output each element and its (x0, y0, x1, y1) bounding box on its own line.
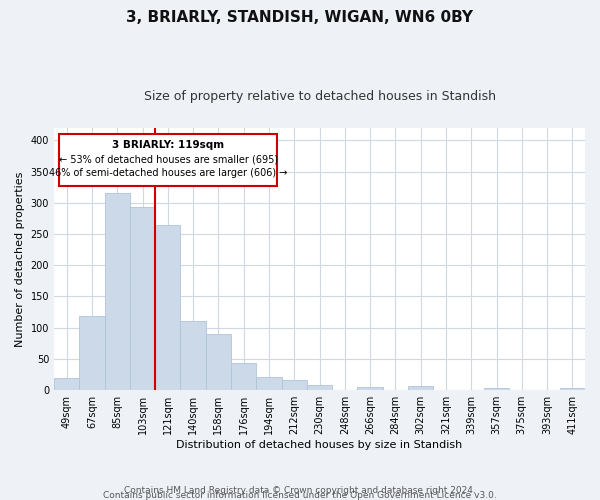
Bar (130, 206, 155, 390)
Text: Contains HM Land Registry data © Crown copyright and database right 2024.: Contains HM Land Registry data © Crown c… (124, 486, 476, 495)
Bar (79, 316, 104, 390)
Bar (54, 378, 79, 390)
Bar (560, 388, 585, 390)
Text: 3, BRIARLY, STANDISH, WIGAN, WN6 0BY: 3, BRIARLY, STANDISH, WIGAN, WN6 0BY (127, 10, 473, 25)
FancyBboxPatch shape (59, 134, 277, 186)
Text: 3 BRIARLY: 119sqm: 3 BRIARLY: 119sqm (112, 140, 224, 149)
Text: ← 53% of detached houses are smaller (695): ← 53% of detached houses are smaller (69… (59, 154, 278, 164)
Bar (104, 194, 130, 390)
Bar (281, 380, 307, 390)
Bar (408, 386, 433, 390)
Text: Contains public sector information licensed under the Open Government Licence v3: Contains public sector information licen… (103, 490, 497, 500)
Bar (307, 384, 332, 390)
X-axis label: Distribution of detached houses by size in Standish: Distribution of detached houses by size … (176, 440, 463, 450)
Title: Size of property relative to detached houses in Standish: Size of property relative to detached ho… (143, 90, 496, 103)
Y-axis label: Number of detached properties: Number of detached properties (15, 172, 25, 346)
Bar (256, 377, 281, 390)
Bar (358, 387, 383, 390)
Bar (181, 322, 206, 390)
Bar (206, 334, 231, 390)
Bar (155, 224, 181, 390)
Bar (231, 364, 256, 390)
Bar (484, 388, 509, 390)
Text: 46% of semi-detached houses are larger (606) →: 46% of semi-detached houses are larger (… (49, 168, 287, 178)
